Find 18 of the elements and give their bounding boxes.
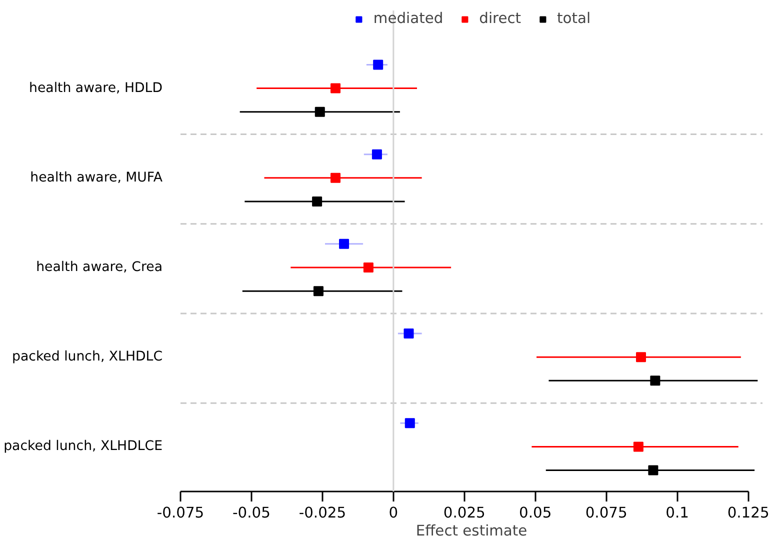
x-axis-title: Effect estimate — [416, 522, 528, 540]
x-tick-label: -0.075 — [156, 504, 204, 522]
x-tick-label: -0.05 — [232, 504, 270, 522]
x-tick-label: 0.125 — [727, 504, 770, 522]
y-tick-label: health aware, MUFA — [30, 170, 163, 186]
x-tick-label: 0.075 — [585, 504, 628, 522]
x-tick-label: -0.025 — [298, 504, 346, 522]
y-tick-label: packed lunch, XLHDLC — [12, 350, 162, 365]
x-tick-label: 0.05 — [519, 504, 552, 522]
x-tick-label: 0.025 — [443, 504, 486, 522]
legend-label: direct — [479, 10, 522, 27]
y-tick-label: health aware, Crea — [36, 260, 163, 276]
legend-label: total — [557, 10, 591, 27]
x-tick-label: 0 — [388, 504, 398, 522]
legend-label: mediated — [373, 10, 444, 27]
x-tick-label: 0.1 — [666, 504, 689, 522]
y-tick-label: health aware, HDLD — [29, 80, 163, 96]
y-tick-label: packed lunch, XLHDLCE — [4, 439, 162, 454]
